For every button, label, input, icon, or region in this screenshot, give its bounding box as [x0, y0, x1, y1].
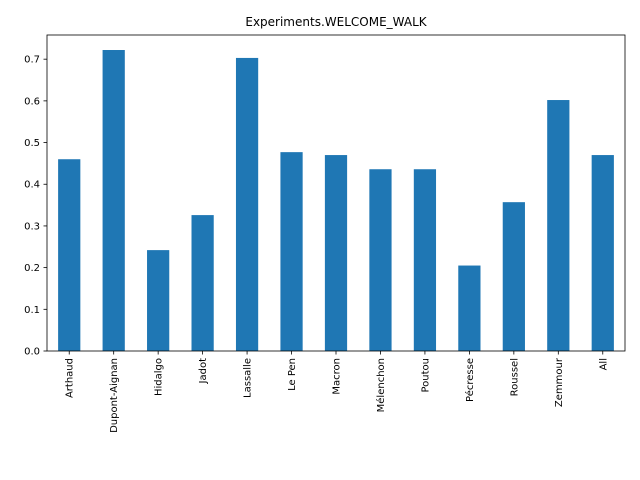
bar	[191, 215, 214, 351]
x-tick-label: All	[598, 358, 609, 370]
plot-frame	[46, 34, 626, 352]
y-tick-label: 0.0	[24, 347, 40, 358]
bar	[235, 57, 259, 351]
bar	[413, 169, 437, 351]
chart-title: Experiments.WELCOME_WALK	[245, 15, 427, 29]
bar	[502, 202, 525, 351]
bars-group	[58, 50, 614, 352]
x-tick-label: Macron	[332, 358, 343, 395]
y-tick-label: 0.6	[24, 96, 40, 107]
x-tick-label: Lassalle	[243, 358, 254, 398]
y-axis: 0.0 0.1 0.2 0.3 0.4 0.5 0.6 0.7	[24, 55, 47, 358]
y-tick-label: 0.1	[24, 305, 40, 316]
bar	[324, 155, 348, 351]
bar	[102, 50, 125, 352]
x-tick-label: Hidalgo	[154, 358, 165, 396]
bar	[58, 159, 81, 351]
x-tick-label: Roussel	[509, 358, 520, 396]
bar	[369, 169, 392, 351]
y-tick-label: 0.5	[24, 138, 40, 149]
x-tick-label: Le Pen	[287, 358, 298, 391]
bar	[280, 152, 303, 351]
y-tick-label: 0.4	[24, 180, 40, 191]
y-tick-label: 0.2	[24, 263, 40, 274]
x-tick-label: Zemmour	[554, 357, 565, 407]
bar	[547, 100, 570, 351]
bar	[147, 250, 170, 351]
x-tick-label: Pécresse	[464, 358, 476, 402]
bar	[591, 155, 614, 351]
y-tick-label: 0.3	[24, 221, 40, 232]
x-tick-label: Poutou	[420, 358, 431, 393]
x-axis: Arthaud Dupont-Aignan Hidalgo Jadot Lassalle…	[65, 351, 609, 433]
x-tick-label: Arthaud	[65, 358, 76, 398]
x-tick-label: Dupont-Aignan	[109, 358, 120, 433]
y-tick-label: 0.7	[24, 55, 40, 66]
x-tick-label: Mélenchon	[375, 358, 387, 412]
x-tick-label: Jadot	[198, 358, 209, 385]
bar	[458, 265, 481, 351]
